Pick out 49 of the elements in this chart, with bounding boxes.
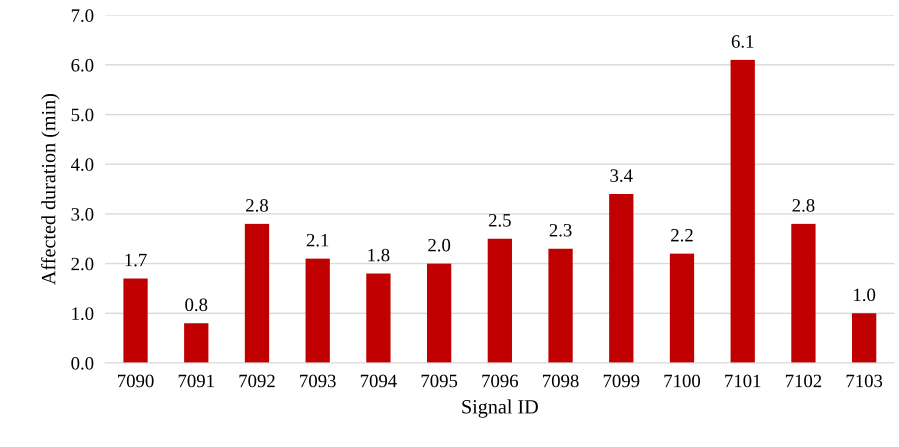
data-label: 6.1 [732, 35, 754, 48]
bar [244, 224, 270, 363]
bar [609, 194, 634, 363]
y-tick-label: 3.0 [72, 208, 94, 221]
x-tick-label: 7103 [846, 374, 882, 388]
x-tick-label: 7101 [725, 374, 760, 388]
data-label: 2.2 [671, 228, 693, 242]
bar [123, 278, 148, 363]
x-tick-label: 7095 [422, 374, 458, 388]
data-label: 2.5 [488, 214, 511, 227]
bar [184, 323, 208, 363]
bar [670, 254, 694, 363]
bar [730, 60, 755, 363]
y-tick-label: 0.0 [71, 357, 94, 370]
data-label: 2.8 [792, 199, 814, 212]
x-tick-label: 7098 [543, 374, 579, 388]
y-tick-label: 1.0 [72, 307, 94, 320]
x-tick-label: 7096 [482, 374, 518, 388]
y-tick-label: 4.0 [71, 158, 94, 172]
data-label: 2.3 [550, 224, 572, 237]
bar [306, 258, 330, 363]
y-tick-label: 6.0 [71, 58, 94, 72]
bar [366, 274, 391, 363]
bar [791, 224, 816, 363]
x-tick-label: 7094 [360, 374, 397, 388]
y-tick-label: 7.0 [72, 9, 94, 22]
bar [488, 238, 512, 363]
data-label: 2.0 [428, 238, 450, 252]
bar [852, 313, 876, 363]
x-tick-label: 7093 [300, 374, 336, 388]
x-tick-label: 7102 [786, 374, 822, 388]
data-label: 2.1 [306, 234, 328, 247]
x-tick-label: 7100 [664, 374, 700, 388]
data-label: 1.7 [125, 254, 147, 266]
x-axis-title: Signal ID [462, 399, 538, 418]
y-tick-label: 2.0 [71, 258, 94, 270]
x-tick-label: 7099 [604, 374, 640, 388]
bar [548, 248, 573, 363]
data-label: 1.0 [854, 288, 876, 302]
bar [426, 264, 452, 363]
data-label: 2.8 [246, 199, 268, 212]
y-axis-title: Affected duration (min) [41, 94, 60, 285]
data-label: 1.8 [368, 248, 390, 262]
x-tick-label: 7091 [178, 374, 214, 388]
data-label: 3.4 [610, 169, 633, 182]
y-tick-label: 5.0 [72, 108, 94, 122]
data-label: 0.8 [185, 298, 208, 312]
x-tick-label: 7090 [118, 374, 154, 388]
x-tick-label: 7092 [239, 374, 275, 388]
